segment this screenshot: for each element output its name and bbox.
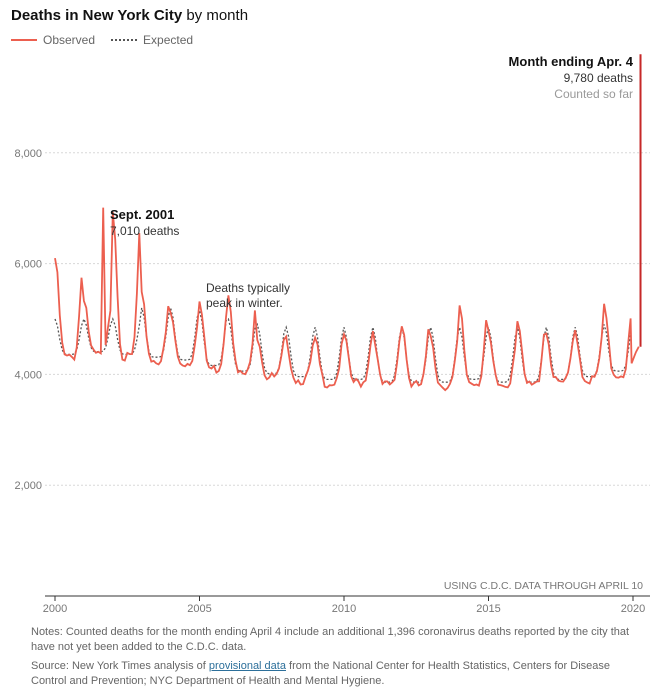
chart-legend: Observed Expected [11, 33, 209, 47]
chart-title-bold: Deaths in New York City [11, 7, 183, 24]
chart-title: Deaths in New York City by month [11, 7, 248, 24]
y-tick-label: 4,000 [14, 369, 42, 381]
x-tick-label: 2005 [187, 603, 211, 615]
latest-annotation-note: Counted so far [554, 87, 633, 101]
legend-expected-swatch [111, 39, 138, 41]
x-axis: 2000 2005 2010 2015 2020 [43, 595, 650, 615]
source-prefix: Source: New York Times analysis of [31, 660, 209, 672]
sept-annotation-value: 7,010 deaths [110, 224, 179, 238]
y-tick-label: 8,000 [14, 148, 42, 160]
latest-annotation-title: Month ending Apr. 4 [509, 54, 634, 69]
chart-title-rest: by month [182, 7, 249, 24]
legend-expected: Expected [111, 33, 193, 47]
x-tick-label: 2010 [332, 603, 356, 615]
legend-observed-swatch [11, 39, 37, 41]
chart-source: Source: New York Times analysis of provi… [31, 659, 631, 689]
legend-observed-label: Observed [43, 33, 96, 47]
winter-annotation-line1: Deaths typically [206, 281, 290, 295]
y-axis: 2,000 4,000 6,000 8,000 [14, 148, 42, 492]
observed-series-line [54, 207, 640, 392]
y-tick-label: 6,000 [14, 259, 42, 271]
sept-annotation-title: Sept. 2001 [110, 207, 174, 222]
x-tick-label: 2000 [43, 603, 67, 615]
legend-observed: Observed [11, 33, 95, 47]
source-link[interactable]: provisional data [208, 660, 286, 672]
chart-notes: Notes: Counted deaths for the month endi… [31, 626, 630, 653]
chart-grid [45, 152, 650, 486]
data-through-label: USING C.D.C. DATA THROUGH APRIL 10 [444, 580, 643, 592]
expected-series-line [54, 307, 632, 383]
winter-annotation-line2: peak in winter. [206, 296, 283, 310]
chart-svg: 2,000 4,000 6,000 8,000 2000 2005 2010 2015 202… [14, 54, 650, 615]
latest-annotation-value: 9,780 deaths [564, 71, 633, 85]
legend-expected-label: Expected [143, 33, 194, 47]
x-tick-label: 2015 [476, 603, 500, 615]
y-tick-label: 2,000 [14, 480, 42, 492]
source-suffix: from the National Center for Health Stat… [31, 660, 611, 687]
x-tick-label: 2020 [621, 603, 645, 615]
